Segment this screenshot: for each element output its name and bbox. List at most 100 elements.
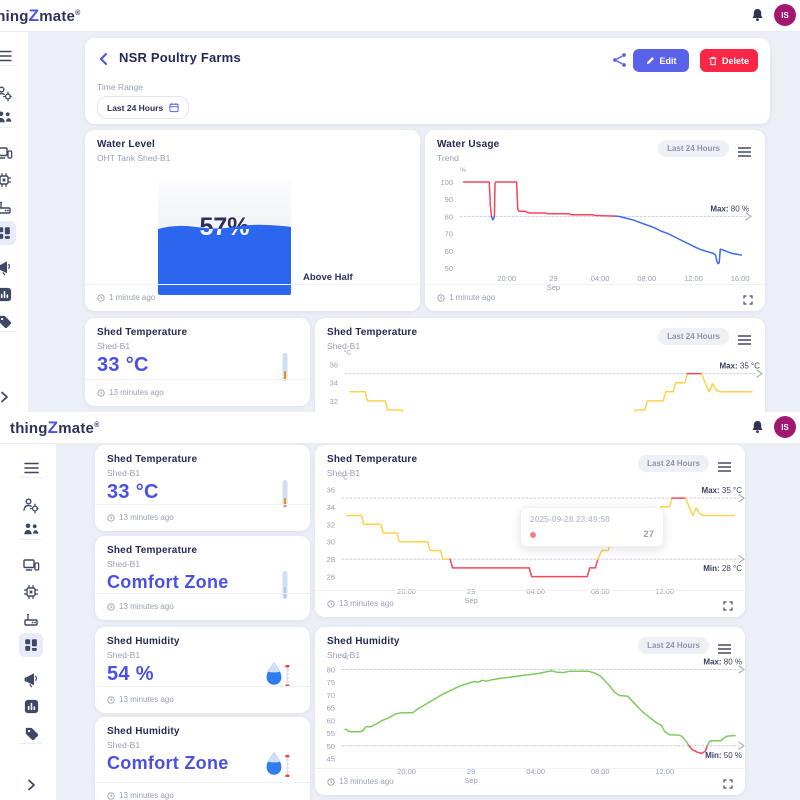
svg-text:28: 28 [327,555,335,564]
svg-text:Sep: Sep [464,776,477,785]
sidebar-item-gateway[interactable] [0,198,13,216]
avatar[interactable]: IS [774,416,796,438]
clock-icon [437,293,445,302]
sidebar-rail [0,31,16,412]
last-updated: 13 minutes ago [327,599,394,608]
svg-text:20:00: 20:00 [397,587,416,596]
card-title: Shed Humidity [107,726,180,737]
sidebar-divider [20,743,42,744]
sidebar-item-megaphone[interactable] [22,670,40,688]
sidebar-item-gateway[interactable] [22,610,40,628]
expand-icon[interactable] [723,598,733,616]
svg-text:80: 80 [445,212,453,221]
sidebar-item-menu[interactable] [0,47,13,65]
svg-text:36: 36 [330,361,338,370]
temperature-value: 33 °C [107,481,159,503]
time-range-picker[interactable]: Last 24 Hours [97,96,190,119]
pencil-icon [646,57,654,65]
sidebar-item-tags[interactable] [0,312,13,330]
expand-icon[interactable] [723,776,733,794]
card-footer: 13 minutes ago [315,590,745,617]
card-title: Shed Temperature [97,327,188,338]
sidebar-divider [20,477,42,478]
clock-icon [97,293,105,302]
shed-humidity-chart-card: 80 75 70 65 60 55 50 45% 20:00 29 Sep 04:00 08:00 12:… [315,627,745,795]
clock-icon [107,695,115,704]
temperature-value: 33 °C [97,354,149,376]
svg-text:55: 55 [327,729,335,738]
svg-text:45: 45 [327,754,335,763]
sidebar-item-dashboard[interactable] [0,221,16,245]
card-subtitle: Trend [437,153,459,163]
sidebar-divider [0,65,15,66]
delete-button[interactable]: Delete [700,49,758,72]
brand-logo[interactable]: thingZmate® [0,6,81,25]
card-footer: 13 minutes ago [85,379,310,406]
sidebar-item-megaphone[interactable] [0,258,13,276]
card-title: Shed Humidity [327,636,400,647]
clock-icon [327,777,335,786]
sidebar-item-user-gear[interactable] [22,496,40,514]
sidebar-item-chip[interactable] [0,171,13,189]
last-updated: 13 minutes ago [107,791,174,800]
sidebar-item-chevron-right[interactable] [22,776,40,794]
sidebar-item-devices[interactable] [0,144,13,162]
sidebar-item-dashboard[interactable] [19,633,43,657]
edit-button[interactable]: Edit [633,49,689,72]
sidebar-item-reports[interactable] [0,285,13,303]
svg-text:34: 34 [327,503,335,512]
svg-text:29: 29 [549,274,557,283]
brand-logo[interactable]: thingZmate® [10,418,100,437]
clock-icon [107,791,115,800]
svg-text:50: 50 [327,742,335,751]
card-title: Shed Temperature [327,454,418,465]
back-button[interactable] [99,52,109,70]
water-usage-chart[interactable]: 100 90 80 70 60 50% 20:00 29 Sep 04:00 08:00 12:00 1… [425,130,765,311]
chart-menu-icon[interactable] [738,144,751,162]
svg-text:80: 80 [327,666,335,675]
card-subtitle: Shed-B1 [107,650,141,660]
sidebar-item-reports[interactable] [22,697,40,715]
shed-temperature-chart[interactable]: 363432302826°C20:0029Sep04:0008:0012:00M… [315,318,765,412]
sidebar-item-users[interactable] [22,520,40,538]
card-title: Shed Temperature [327,327,418,338]
humidity-value: 54 % [107,663,154,685]
bell-icon[interactable] [751,8,764,22]
sidebar-item-devices[interactable] [22,556,40,574]
chart-menu-icon[interactable] [738,332,751,350]
sidebar-item-tags[interactable] [22,724,40,742]
chart-menu-icon[interactable] [718,459,731,477]
sidebar-divider [0,127,15,128]
svg-text:30: 30 [327,538,335,547]
chart-tooltip: 2025-09-28 23:49:50 27 [520,507,664,547]
card-subtitle: Shed-B1 [327,468,361,478]
last-updated: 13 minutes ago [107,695,174,704]
screenshot-top: thingZmate® IS NSR Poultry Farms Edit De… [0,0,800,412]
svg-text:%: % [342,655,348,662]
chart-menu-icon[interactable] [718,641,731,659]
sidebar-item-chevron-right[interactable] [0,388,13,406]
svg-text:08:00: 08:00 [637,274,656,283]
svg-text:Max: 35 °C: Max: 35 °C [701,486,742,495]
sidebar-item-users[interactable] [0,108,13,126]
share-icon[interactable] [612,52,627,73]
last-updated: 13 minutes ago [107,602,174,611]
trash-icon [709,56,717,65]
svg-text:100: 100 [440,178,453,187]
shed-humidity-chart[interactable]: 80 75 70 65 60 55 50 45% 20:00 29 Sep 04:00 08:00 12:… [315,627,745,795]
humidity-droplet-icon [262,749,292,788]
card-subtitle: Shed-B1 [107,559,141,569]
sidebar-item-chip[interactable] [22,583,40,601]
card-subtitle: OHT Tank Shed-B1 [97,153,171,163]
shed-temperature-value-card: Shed Temperature Shed-B1 33 °C 13 minute… [95,445,310,531]
svg-text:Sep: Sep [464,596,477,605]
expand-icon[interactable] [743,292,753,310]
range-badge: Last 24 Hours [658,140,729,157]
avatar[interactable]: IS [774,4,796,26]
bell-icon[interactable] [751,420,764,434]
svg-text:Min: 28 °C: Min: 28 °C [703,564,742,573]
sidebar-item-menu[interactable] [22,459,40,477]
card-title: Shed Temperature [107,454,198,465]
sidebar-item-user-gear[interactable] [0,84,13,102]
